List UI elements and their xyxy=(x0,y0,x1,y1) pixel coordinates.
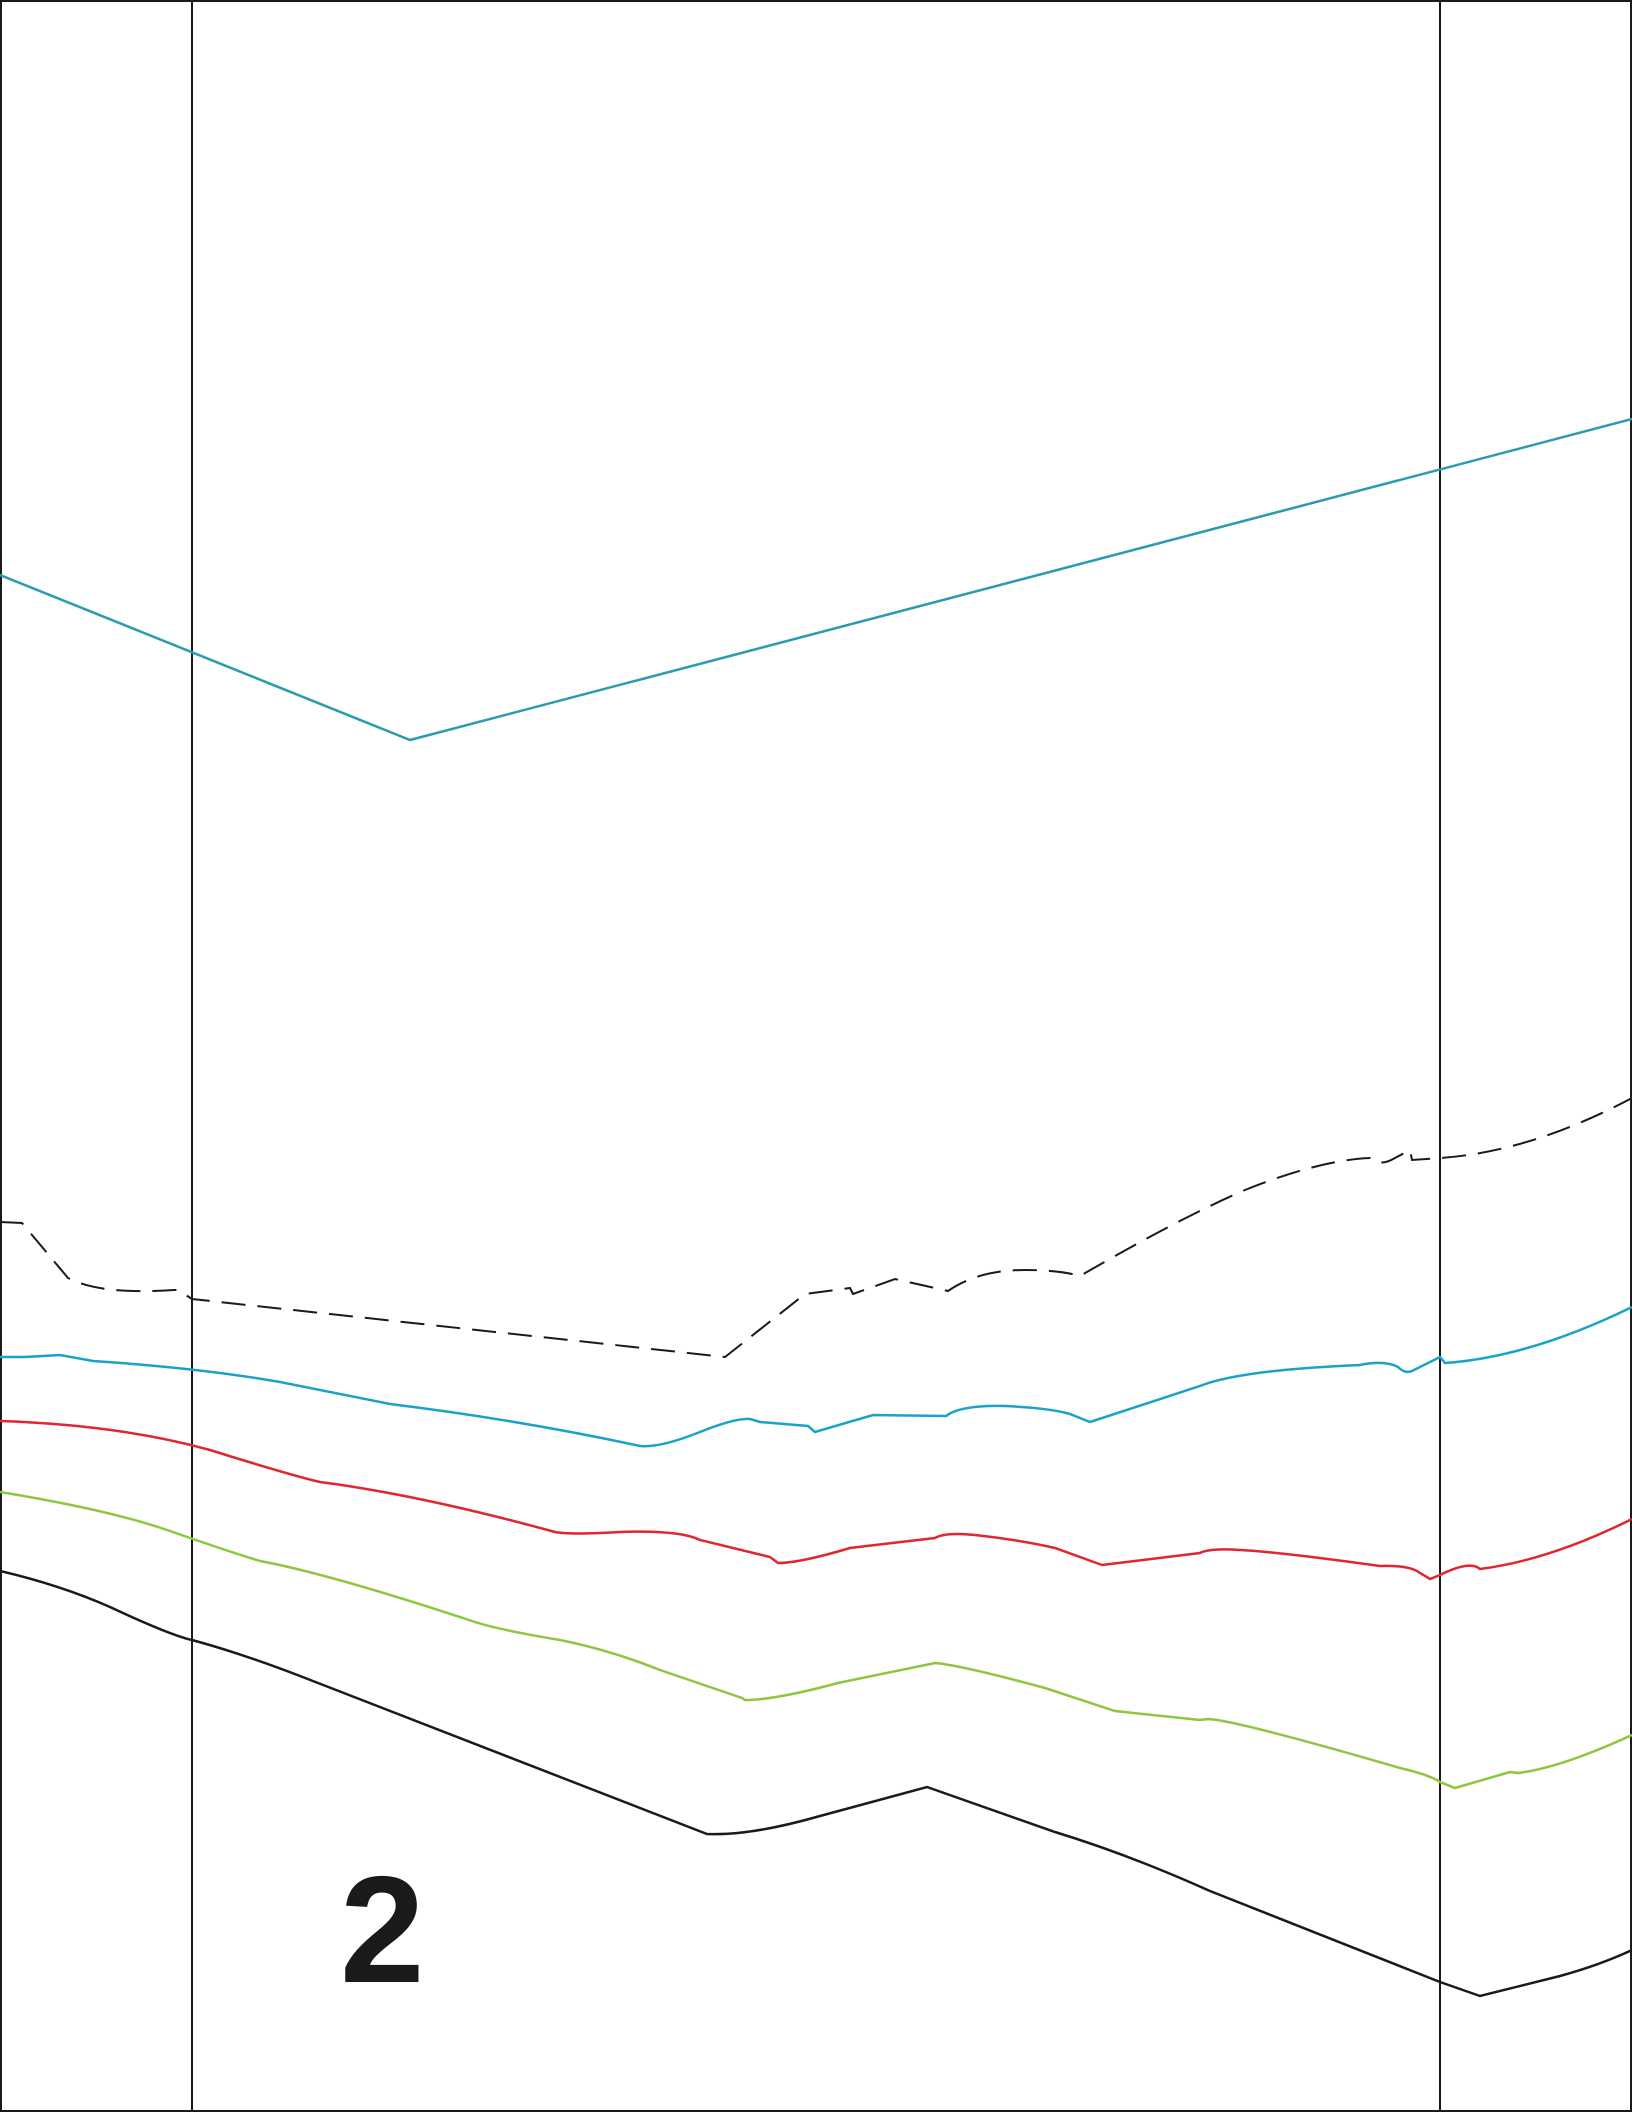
green-line xyxy=(0,1490,1632,1790)
red-line xyxy=(0,1419,1632,1581)
dashed-line xyxy=(0,1097,1632,1359)
teal-line xyxy=(0,417,1632,742)
black-line xyxy=(0,1569,1632,1998)
blue-line xyxy=(0,1305,1632,1448)
page-number: 2 xyxy=(340,1845,425,2015)
